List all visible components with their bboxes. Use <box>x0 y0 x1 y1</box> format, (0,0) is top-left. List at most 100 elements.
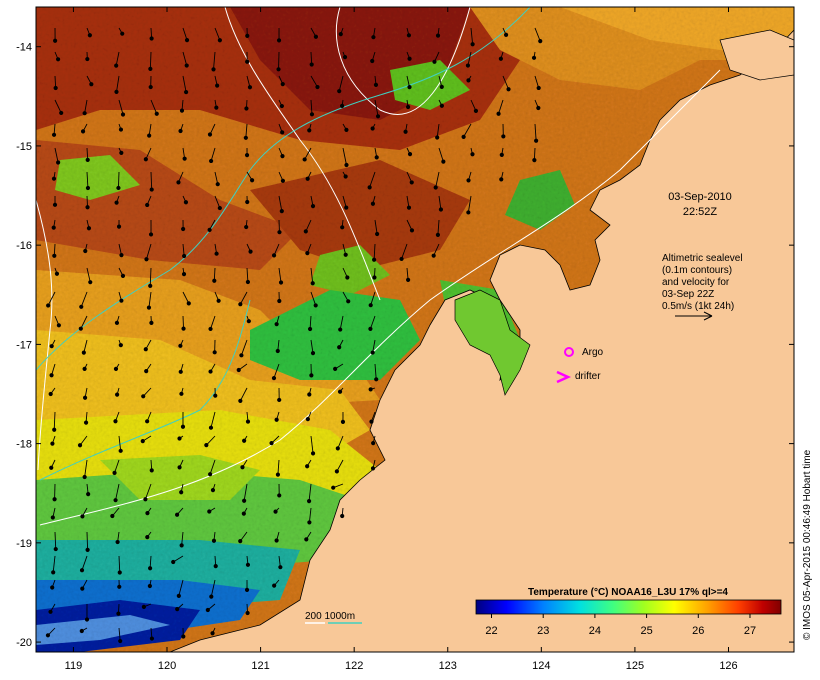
velocity-vector <box>374 219 378 235</box>
velocity-vector-head <box>372 275 377 280</box>
velocity-vector-head <box>145 202 150 208</box>
velocity-vector-head <box>215 182 220 187</box>
velocity-vector <box>339 315 344 330</box>
drifter-label: drifter <box>575 371 601 382</box>
velocity-vector-head <box>242 438 247 443</box>
velocity-vector-head <box>247 85 253 90</box>
velocity-vector-head <box>208 369 213 374</box>
velocity-vector-head <box>343 252 348 257</box>
velocity-vector-head <box>310 204 316 209</box>
velocity-vector <box>470 27 474 45</box>
velocity-vector-head <box>177 436 182 441</box>
velocity-vector-head <box>216 298 221 303</box>
velocity-vector <box>52 555 56 573</box>
velocity-vector-head <box>115 539 120 545</box>
velocity-vector-head <box>186 301 191 306</box>
depth-label: 200 1000m <box>305 611 355 622</box>
velocity-vector <box>245 123 248 138</box>
velocity-vector-head <box>277 298 282 304</box>
velocity-vector <box>502 75 509 90</box>
velocity-vector <box>467 195 472 213</box>
velocity-vector-head <box>53 546 58 552</box>
velocity-vector-head <box>279 103 284 109</box>
velocity-vector-head <box>246 319 251 324</box>
velocity-vector-head <box>276 38 282 43</box>
velocity-vector-head <box>120 31 125 36</box>
velocity-vector-head <box>56 323 61 328</box>
velocity-vector-head <box>279 208 284 214</box>
velocity-vector-head <box>84 617 90 622</box>
velocity-vector-head <box>113 419 118 424</box>
velocity-vector-head <box>77 443 83 448</box>
velocity-vector <box>182 315 184 329</box>
velocity-vector <box>438 147 444 162</box>
velocity-vector-head <box>244 106 249 111</box>
velocity-vector-head <box>370 58 375 64</box>
velocity-vector-head <box>145 419 150 424</box>
velocity-vector-head <box>278 565 283 570</box>
velocity-vector-head <box>143 157 148 162</box>
velocity-vector-head <box>184 63 189 68</box>
y-tick-label: -18 <box>16 439 32 451</box>
velocity-vector-head <box>280 153 285 159</box>
velocity-vector <box>53 411 56 430</box>
velocity-vector <box>80 291 88 307</box>
velocity-vector-head <box>531 55 537 60</box>
x-tick-label: 122 <box>345 660 363 672</box>
velocity-vector-head <box>110 513 115 519</box>
x-tick-label: 125 <box>626 660 644 672</box>
velocity-vector-head <box>149 36 154 41</box>
velocity-vector-head <box>305 464 310 469</box>
velocity-vector <box>463 123 472 138</box>
velocity-vector-head <box>407 152 413 157</box>
velocity-vector-head <box>78 326 83 331</box>
velocity-vector <box>149 267 152 286</box>
velocity-vector-head <box>80 586 85 591</box>
argo-marker-icon <box>564 347 574 357</box>
velocity-vector <box>214 27 221 41</box>
peninsula-sst <box>454 289 531 396</box>
velocity-vector <box>277 459 280 475</box>
velocity-vector-head <box>114 200 119 205</box>
velocity-vector-head <box>82 366 87 371</box>
velocity-vector-head <box>344 205 349 210</box>
velocity-vector-head <box>117 584 122 589</box>
velocity-vector-head <box>208 472 213 477</box>
velocity-vector-head <box>435 232 441 238</box>
velocity-vector-head <box>435 135 440 140</box>
velocity-vector-head <box>120 273 126 278</box>
velocity-vector-head <box>501 134 506 139</box>
y-tick-label: -15 <box>16 141 32 153</box>
velocity-vector-head <box>313 303 318 308</box>
velocity-vector-head <box>86 492 91 497</box>
velocity-vector-head <box>141 604 146 609</box>
velocity-vector <box>118 435 122 451</box>
velocity-vector-head <box>149 320 154 325</box>
velocity-vector-head <box>48 391 53 397</box>
velocity-vector-head <box>337 389 343 394</box>
velocity-vector-head <box>274 538 279 543</box>
velocity-vector-head <box>114 320 120 325</box>
velocity-vector <box>118 555 121 573</box>
velocity-vector-head <box>239 353 244 358</box>
velocity-vector-head <box>344 162 349 168</box>
velocity-vector-head <box>145 511 150 516</box>
velocity-vector-head <box>113 366 119 372</box>
velocity-vector <box>210 315 216 330</box>
velocity-vector <box>240 339 248 356</box>
velocity-vector-head <box>441 159 446 164</box>
velocity-vector-head <box>238 398 243 403</box>
velocity-vector-head <box>116 611 121 616</box>
velocity-vector-head <box>82 474 87 480</box>
velocity-vector-head <box>119 298 124 303</box>
velocity-vector <box>308 483 312 502</box>
velocity-vector <box>84 459 88 478</box>
altimetry-line: and velocity for <box>662 277 730 288</box>
velocity-vector-head <box>274 322 279 327</box>
velocity-vector-head <box>51 132 57 137</box>
velocity-vector-head <box>345 275 350 280</box>
velocity-vector-head <box>409 180 414 185</box>
velocity-vector-head <box>120 112 126 117</box>
velocity-vector-head <box>145 534 150 540</box>
velocity-vector <box>278 195 283 212</box>
